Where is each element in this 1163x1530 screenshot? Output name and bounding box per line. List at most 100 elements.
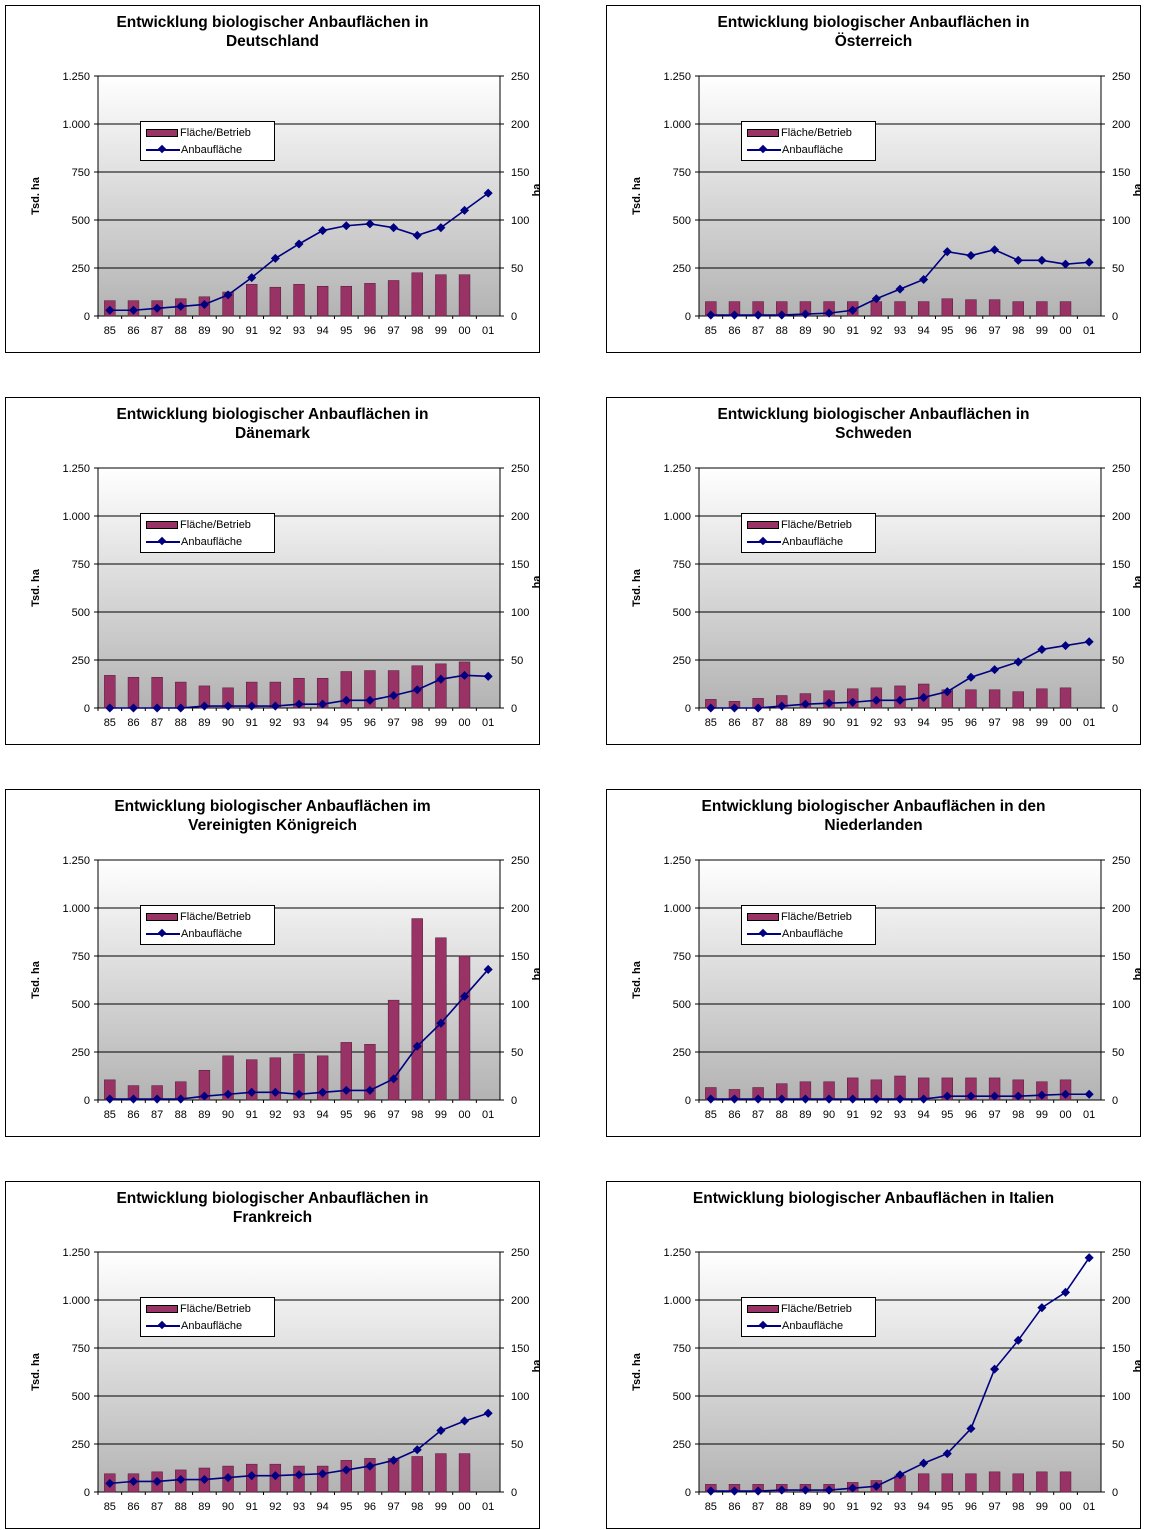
x-tick-label: 89 <box>198 717 210 729</box>
x-tick-label: 87 <box>752 325 764 337</box>
line-point <box>199 299 209 310</box>
bar <box>222 1055 234 1101</box>
legend-item-bars: Fläche/Betrieb <box>747 910 852 924</box>
bar-swatch-icon <box>146 1305 178 1313</box>
chart-svg: 0 250 500 750 1.000 1.250 0 50 100 150 200 250 85 86 8… <box>631 855 1142 1121</box>
x-tick-label: 87 <box>752 1501 764 1513</box>
bar <box>458 955 471 1101</box>
x-tick-label: 97 <box>387 717 399 729</box>
bar <box>364 670 376 709</box>
y2-tick-label: 150 <box>1112 951 1130 963</box>
x-tick-label: 94 <box>918 717 930 729</box>
line-point <box>365 219 375 229</box>
y-tick-label: 500 <box>673 999 691 1011</box>
chart-panel: Entwicklung biologischer Anbauflächen in… <box>606 397 1142 745</box>
chart-title: Entwicklung biologischer Anbauflächen in… <box>6 1189 539 1227</box>
chart-title: Entwicklung biologischer Anbauflächen in… <box>607 1189 1140 1208</box>
x-tick-label: 93 <box>894 717 906 729</box>
x-tick-label: 86 <box>127 325 139 337</box>
legend-label: Anbaufläche <box>181 928 243 940</box>
plot-area <box>699 860 1101 1100</box>
legend-item-line: Anbaufläche <box>747 927 843 941</box>
chart-title-line: Entwicklung biologischer Anbauflächen in <box>116 406 429 423</box>
y-tick-label: 1.000 <box>62 119 90 131</box>
y2-tick-label: 200 <box>1112 903 1130 915</box>
x-tick-label: 95 <box>941 1501 953 1513</box>
y-tick-label: 250 <box>673 1439 691 1451</box>
legend-item-bars: Fläche/Betrieb <box>747 518 852 532</box>
bar <box>435 274 447 317</box>
x-tick-label: 97 <box>988 1109 1000 1121</box>
x-tick-label: 93 <box>293 1109 305 1121</box>
y-tick-label: 0 <box>685 1487 691 1499</box>
line-point <box>990 665 1000 675</box>
line-point <box>1061 1089 1071 1099</box>
line-point <box>1061 641 1071 651</box>
y2-tick-label: 250 <box>1112 855 1130 867</box>
line-point <box>1013 255 1023 265</box>
y2-tick-label: 50 <box>1112 1439 1124 1451</box>
x-tick-label: 88 <box>175 1501 187 1513</box>
chart-title-line: Entwicklung biologischer Anbauflächen in <box>717 14 1030 31</box>
x-tick-label: 00 <box>458 717 470 729</box>
line-point <box>365 1085 375 1095</box>
x-tick-label: 98 <box>1012 717 1024 729</box>
x-tick-label: 87 <box>151 717 163 729</box>
line-point <box>294 1089 304 1099</box>
bar <box>941 298 953 317</box>
bar <box>1012 691 1024 709</box>
line-point <box>128 305 138 315</box>
bar <box>435 1453 447 1493</box>
x-tick-label: 97 <box>387 1109 399 1121</box>
y-tick-label: 750 <box>72 951 90 963</box>
x-tick-label: 97 <box>988 717 1000 729</box>
chart-panel: Entwicklung biologischer Anbauflächen in… <box>606 1181 1142 1529</box>
y2-axis-label: ha <box>531 183 541 197</box>
x-tick-label: 91 <box>246 1501 258 1513</box>
x-tick-label: 86 <box>728 325 740 337</box>
line-point <box>1061 1287 1071 1297</box>
y2-tick-label: 200 <box>1112 511 1130 523</box>
y-tick-label: 1.250 <box>62 855 90 867</box>
x-tick-label: 91 <box>847 1501 859 1513</box>
x-tick-label: 95 <box>340 325 352 337</box>
x-tick-label: 01 <box>1083 1501 1095 1513</box>
x-tick-label: 97 <box>988 325 1000 337</box>
x-tick-label: 99 <box>435 325 447 337</box>
chart-svg: 0 250 500 750 1.000 1.250 0 50 100 150 200 250 85 86 8… <box>30 1247 541 1513</box>
legend-label: Anbaufläche <box>782 144 844 156</box>
x-tick-label: 98 <box>1012 1501 1024 1513</box>
bar <box>1012 301 1024 317</box>
bar <box>340 1460 352 1493</box>
legend-label: Fläche/Betrieb <box>180 1303 251 1315</box>
x-tick-label: 98 <box>1012 1109 1024 1121</box>
x-tick-label: 96 <box>364 1109 376 1121</box>
legend: Fläche/Betrieb Anbaufläche <box>741 513 876 553</box>
y2-tick-label: 0 <box>1112 1095 1118 1107</box>
line-marker-icon <box>146 535 180 549</box>
x-tick-label: 89 <box>799 1501 811 1513</box>
x-tick-label: 97 <box>387 1501 399 1513</box>
x-tick-label: 90 <box>222 717 234 729</box>
x-tick-label: 90 <box>222 325 234 337</box>
x-tick-label: 88 <box>776 1109 788 1121</box>
bar <box>965 1473 977 1493</box>
bar <box>1036 1471 1048 1493</box>
bar <box>364 1044 376 1101</box>
line-point <box>990 245 1000 255</box>
bar <box>458 1453 471 1493</box>
y-axis-label: Tsd. ha <box>30 176 42 215</box>
y2-tick-label: 150 <box>511 167 529 179</box>
chart-panel: Entwicklung biologischer Anbauflächen in… <box>5 1181 541 1529</box>
y-tick-label: 1.000 <box>663 903 691 915</box>
x-tick-label: 89 <box>799 1109 811 1121</box>
x-tick-label: 01 <box>1083 325 1095 337</box>
bar <box>340 285 352 317</box>
y2-tick-label: 50 <box>511 655 523 667</box>
x-tick-label: 87 <box>151 1109 163 1121</box>
x-tick-label: 88 <box>776 1501 788 1513</box>
legend-label: Anbaufläche <box>181 144 243 156</box>
legend: Fläche/Betrieb Anbaufläche <box>140 513 275 553</box>
legend-item-line: Anbaufläche <box>747 535 843 549</box>
bar <box>411 272 423 317</box>
